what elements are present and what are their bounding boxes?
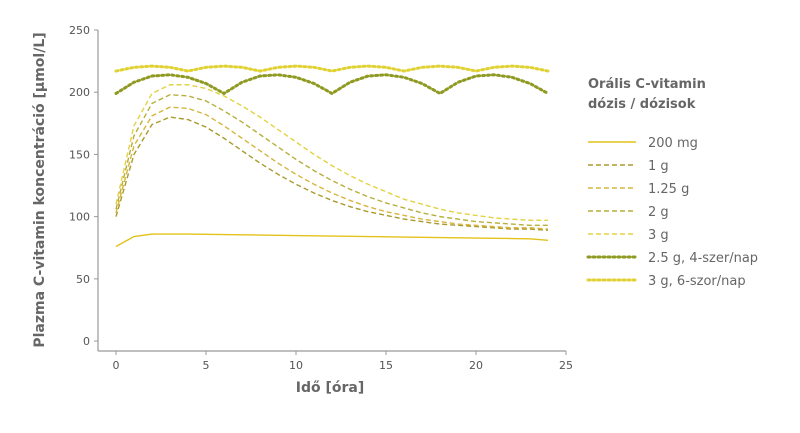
y-axis-label: Plazma C-vitamin koncentráció [µmol/L] [32, 32, 48, 347]
legend-label: 2.5 g, 4-szer/nap [648, 251, 758, 266]
x-tick-label: 15 [379, 359, 393, 372]
y-tick-label: 150 [69, 148, 90, 161]
y-tick-label: 200 [69, 86, 90, 99]
x-tick-label: 5 [203, 359, 210, 372]
x-tick-label: 0 [113, 359, 120, 372]
legend-label: 3 g, 6-szor/nap [648, 274, 746, 289]
x-tick-label: 25 [559, 359, 573, 372]
legend-label: 1.25 g [648, 182, 689, 197]
series-line [114, 73, 550, 96]
series-line [115, 116, 549, 232]
x-tick-label: 10 [289, 359, 303, 372]
legend-label: 3 g [648, 228, 669, 243]
x-tick-label: 20 [469, 359, 483, 372]
legend-label: 200 mg [648, 136, 698, 151]
legend-title: Orális C-vitamin [588, 77, 706, 92]
legend-label: 2 g [648, 205, 669, 220]
legend-title: dózis / dózisok [588, 97, 696, 112]
legend-label: 1 g [648, 159, 669, 174]
x-axis-label: Idő [óra] [296, 380, 365, 396]
series-line [114, 64, 550, 73]
y-tick-label: 0 [83, 335, 90, 348]
y-tick-label: 50 [76, 273, 90, 286]
series-line [115, 84, 548, 222]
series-line [115, 233, 549, 248]
y-tick-label: 250 [69, 24, 90, 37]
y-tick-label: 100 [69, 211, 90, 224]
series-line [115, 106, 549, 230]
series-line [115, 93, 548, 227]
